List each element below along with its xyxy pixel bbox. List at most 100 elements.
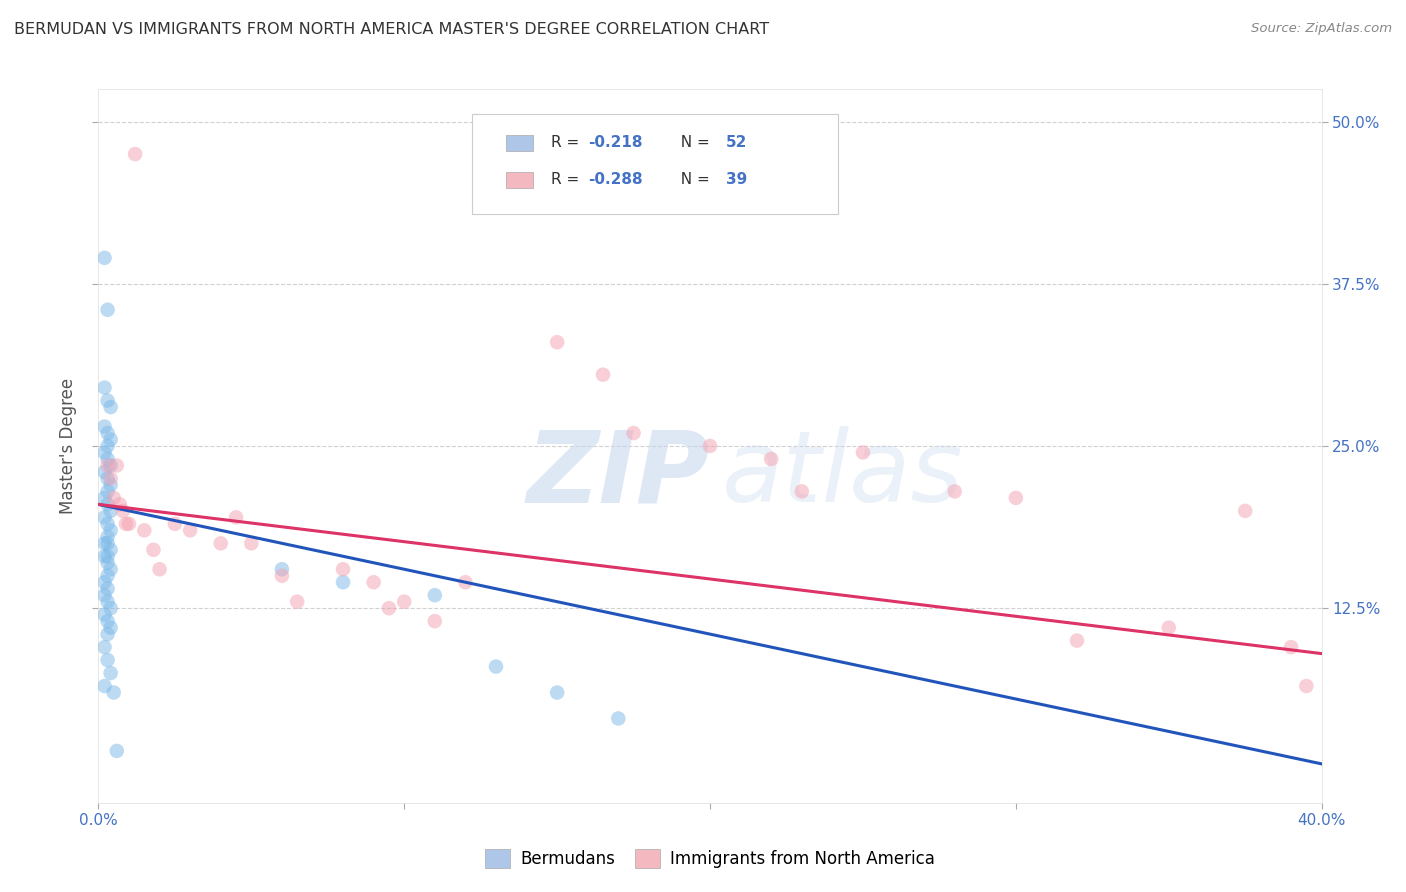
Text: ZIP: ZIP xyxy=(527,426,710,523)
Point xyxy=(209,536,232,550)
Point xyxy=(97,458,120,473)
Point xyxy=(100,458,122,473)
Point xyxy=(97,439,120,453)
Point xyxy=(485,659,508,673)
Point xyxy=(100,433,122,447)
Point xyxy=(93,491,115,505)
Point xyxy=(546,335,568,350)
Point xyxy=(134,524,156,538)
Text: -0.218: -0.218 xyxy=(588,136,643,150)
Point xyxy=(93,419,115,434)
Point xyxy=(332,575,354,590)
Point xyxy=(111,504,134,518)
Point xyxy=(454,575,477,590)
Point xyxy=(270,562,292,576)
Text: R =: R = xyxy=(551,172,583,187)
FancyBboxPatch shape xyxy=(471,114,838,214)
Point xyxy=(103,685,125,699)
Point xyxy=(100,478,122,492)
Point xyxy=(93,381,115,395)
Point xyxy=(100,621,122,635)
Point xyxy=(943,484,966,499)
Point xyxy=(378,601,401,615)
Point xyxy=(97,627,120,641)
Point xyxy=(100,504,122,518)
Point xyxy=(93,445,115,459)
Point xyxy=(97,425,120,440)
Point xyxy=(97,653,120,667)
Point xyxy=(592,368,614,382)
Point xyxy=(97,393,120,408)
Point xyxy=(100,542,122,557)
Text: 39: 39 xyxy=(725,172,747,187)
Text: Source: ZipAtlas.com: Source: ZipAtlas.com xyxy=(1251,22,1392,36)
Point xyxy=(270,568,292,582)
Point xyxy=(97,497,120,511)
Text: 52: 52 xyxy=(725,136,748,150)
Point xyxy=(97,556,120,570)
Text: N =: N = xyxy=(671,136,714,150)
Point xyxy=(118,516,141,531)
Bar xyxy=(506,135,533,151)
Point xyxy=(790,484,813,499)
Point xyxy=(93,679,115,693)
Point xyxy=(142,542,165,557)
Y-axis label: Master's Degree: Master's Degree xyxy=(59,378,77,514)
Text: N =: N = xyxy=(671,172,714,187)
Point xyxy=(97,568,120,582)
Point xyxy=(699,439,721,453)
Point xyxy=(93,536,115,550)
Point xyxy=(225,510,247,524)
Point xyxy=(607,711,630,725)
Point xyxy=(115,516,138,531)
Text: atlas: atlas xyxy=(723,426,965,523)
Point xyxy=(124,147,146,161)
Legend: Bermudans, Immigrants from North America: Bermudans, Immigrants from North America xyxy=(477,840,943,877)
Point xyxy=(105,744,128,758)
Point xyxy=(97,595,120,609)
Point xyxy=(1066,633,1088,648)
Point xyxy=(97,452,120,467)
Point xyxy=(1279,640,1302,654)
Point xyxy=(108,497,131,511)
Point xyxy=(546,685,568,699)
Point xyxy=(240,536,263,550)
Point xyxy=(100,524,122,538)
Point xyxy=(100,400,122,414)
Point xyxy=(149,562,172,576)
Point xyxy=(93,510,115,524)
Point xyxy=(1004,491,1026,505)
Point xyxy=(100,562,122,576)
Point xyxy=(97,484,120,499)
Point xyxy=(93,607,115,622)
Point xyxy=(100,471,122,485)
Point xyxy=(97,614,120,628)
Point xyxy=(179,524,201,538)
Point xyxy=(97,582,120,596)
Point xyxy=(97,536,120,550)
Point xyxy=(93,465,115,479)
Point xyxy=(103,491,125,505)
Point xyxy=(163,516,186,531)
Point xyxy=(423,614,446,628)
Point xyxy=(93,575,115,590)
Point xyxy=(97,471,120,485)
Text: R =: R = xyxy=(551,136,583,150)
Point xyxy=(1234,504,1257,518)
Point xyxy=(93,588,115,602)
Point xyxy=(1295,679,1317,693)
Point xyxy=(93,640,115,654)
Text: -0.288: -0.288 xyxy=(588,172,643,187)
Point xyxy=(423,588,446,602)
Point xyxy=(97,549,120,564)
Point xyxy=(97,530,120,544)
Bar xyxy=(506,172,533,187)
Point xyxy=(363,575,385,590)
Point xyxy=(105,458,128,473)
Point xyxy=(93,549,115,564)
Point xyxy=(97,302,120,317)
Point xyxy=(1157,621,1180,635)
Point xyxy=(623,425,645,440)
Point xyxy=(97,516,120,531)
Point xyxy=(759,452,782,467)
